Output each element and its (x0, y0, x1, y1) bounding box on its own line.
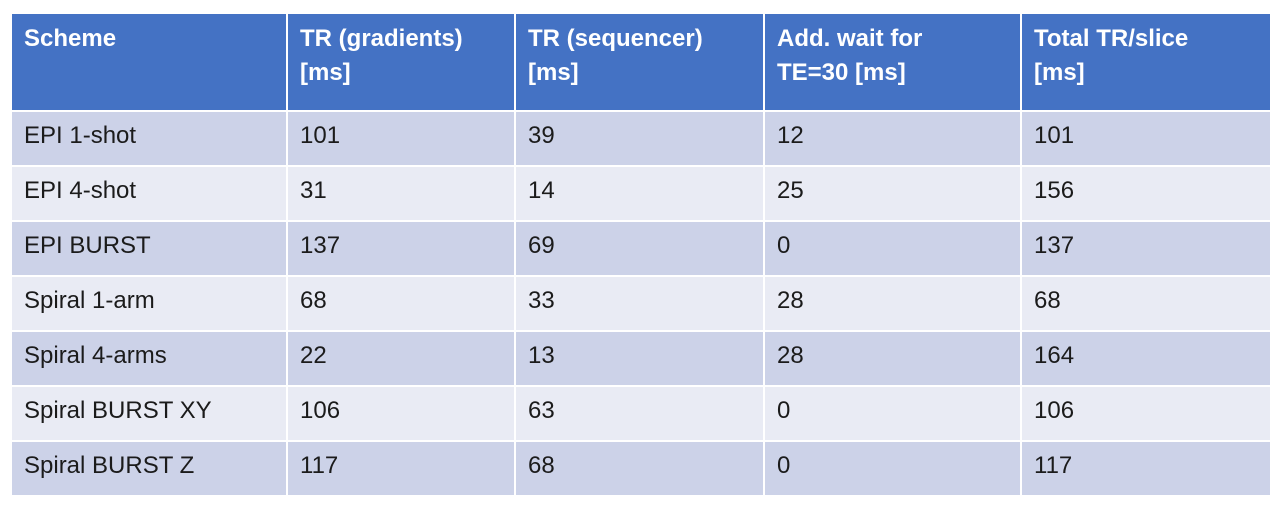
cell-tr-sequencer: 68 (514, 440, 765, 497)
table-row: Spiral 4-arms 22 13 28 164 (10, 330, 1272, 387)
cell-add-wait: 28 (763, 330, 1022, 387)
cell-tr-gradients: 101 (286, 110, 516, 167)
header-line: [ms] (528, 59, 579, 86)
cell-scheme: Spiral 1-arm (10, 275, 288, 332)
cell-tr-sequencer: 39 (514, 110, 765, 167)
cell-total-tr-slice: 137 (1020, 220, 1272, 277)
header-line: [ms] (300, 59, 351, 86)
header-line: Scheme (24, 25, 117, 52)
table-body: EPI 1-shot 101 39 12 101 EPI 4-shot 31 1… (10, 110, 1272, 497)
cell-tr-gradients: 117 (286, 440, 516, 497)
cell-scheme: EPI BURST (10, 220, 288, 277)
column-header-tr-sequencer: TR (sequencer) [ms] (514, 12, 765, 112)
cell-add-wait: 0 (763, 220, 1022, 277)
header-line: [ms] (1034, 59, 1085, 86)
table-row: Spiral BURST Z 117 68 0 117 (10, 440, 1272, 497)
header-line: Add. wait for (777, 25, 923, 52)
column-header-scheme: Scheme (10, 12, 288, 112)
cell-scheme: EPI 1-shot (10, 110, 288, 167)
header-line: TE=30 [ms] (777, 59, 906, 86)
cell-scheme: Spiral BURST XY (10, 385, 288, 442)
cell-tr-sequencer: 33 (514, 275, 765, 332)
column-header-tr-gradients: TR (gradients) [ms] (286, 12, 516, 112)
cell-scheme: EPI 4-shot (10, 165, 288, 222)
cell-tr-sequencer: 13 (514, 330, 765, 387)
cell-tr-gradients: 137 (286, 220, 516, 277)
cell-tr-gradients: 22 (286, 330, 516, 387)
cell-total-tr-slice: 68 (1020, 275, 1272, 332)
cell-total-tr-slice: 101 (1020, 110, 1272, 167)
cell-tr-sequencer: 14 (514, 165, 765, 222)
column-header-add-wait: Add. wait for TE=30 [ms] (763, 12, 1022, 112)
cell-total-tr-slice: 156 (1020, 165, 1272, 222)
column-header-total-tr-slice: Total TR/slice [ms] (1020, 12, 1272, 112)
table-header: Scheme TR (gradients) [ms] TR (sequencer… (10, 12, 1272, 112)
cell-add-wait: 28 (763, 275, 1022, 332)
header-line: TR (sequencer) (528, 25, 703, 52)
table-row: Spiral 1-arm 68 33 28 68 (10, 275, 1272, 332)
cell-scheme: Spiral BURST Z (10, 440, 288, 497)
cell-tr-gradients: 31 (286, 165, 516, 222)
table-row: EPI BURST 137 69 0 137 (10, 220, 1272, 277)
table-row: EPI 1-shot 101 39 12 101 (10, 110, 1272, 167)
cell-add-wait: 0 (763, 440, 1022, 497)
cell-tr-gradients: 106 (286, 385, 516, 442)
timing-table: Scheme TR (gradients) [ms] TR (sequencer… (10, 12, 1272, 497)
cell-tr-sequencer: 63 (514, 385, 765, 442)
header-line: Total TR/slice (1034, 25, 1189, 52)
cell-total-tr-slice: 164 (1020, 330, 1272, 387)
table-row: Spiral BURST XY 106 63 0 106 (10, 385, 1272, 442)
cell-add-wait: 12 (763, 110, 1022, 167)
cell-total-tr-slice: 117 (1020, 440, 1272, 497)
cell-add-wait: 25 (763, 165, 1022, 222)
cell-add-wait: 0 (763, 385, 1022, 442)
cell-total-tr-slice: 106 (1020, 385, 1272, 442)
header-line: TR (gradients) (300, 25, 463, 52)
cell-tr-sequencer: 69 (514, 220, 765, 277)
table-row: EPI 4-shot 31 14 25 156 (10, 165, 1272, 222)
cell-tr-gradients: 68 (286, 275, 516, 332)
cell-scheme: Spiral 4-arms (10, 330, 288, 387)
header-row: Scheme TR (gradients) [ms] TR (sequencer… (10, 12, 1272, 112)
